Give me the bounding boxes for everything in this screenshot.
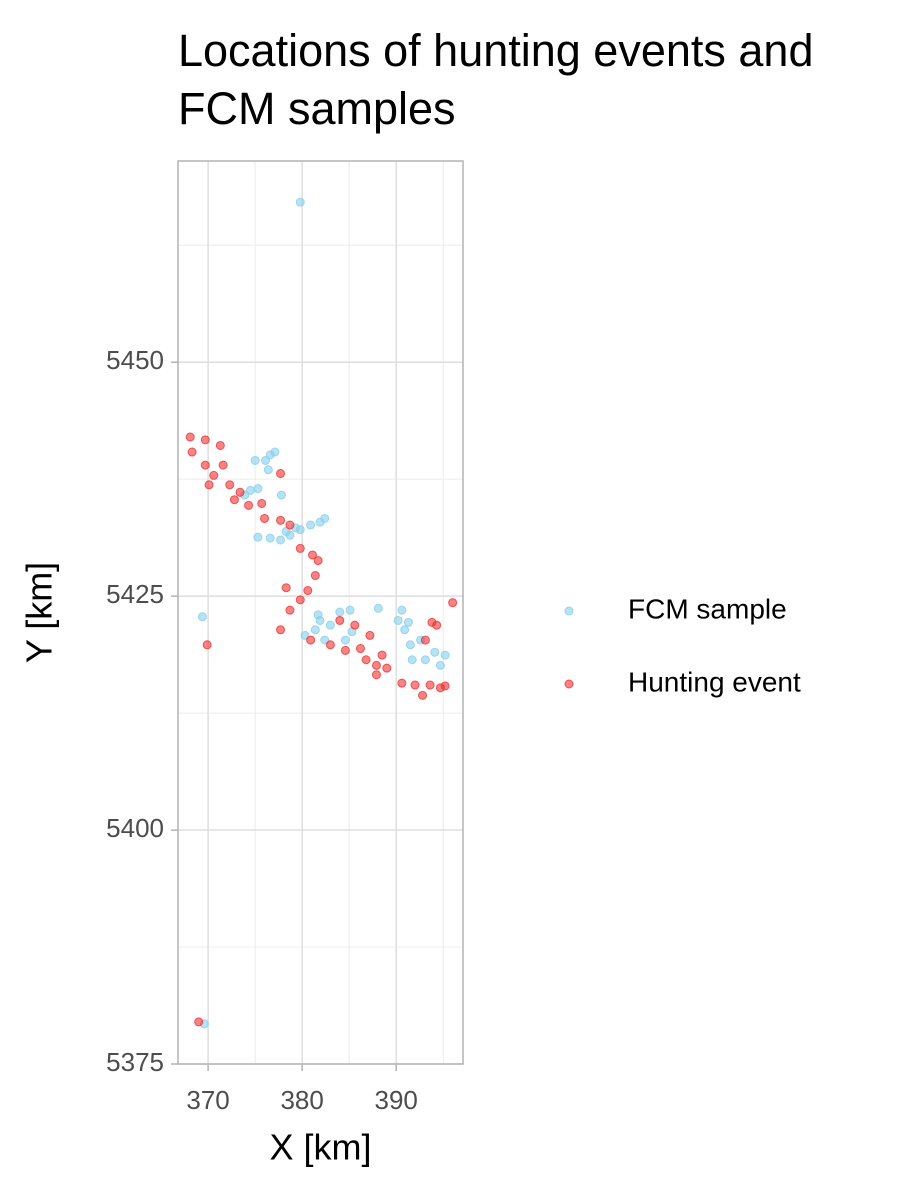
point [313, 556, 323, 566]
point [320, 635, 330, 645]
point [400, 625, 410, 635]
point [425, 680, 435, 690]
point [253, 484, 263, 494]
point [276, 490, 286, 500]
point [377, 650, 387, 660]
point [218, 460, 228, 470]
legend-marker [564, 606, 574, 616]
legend-marker [564, 679, 574, 689]
point [265, 533, 275, 543]
x-axis-title: X [km] [269, 1127, 371, 1168]
y-tick-label: 5425 [106, 579, 164, 609]
point [235, 487, 245, 497]
point [285, 520, 295, 530]
point [281, 527, 291, 537]
point [325, 620, 335, 630]
point [260, 455, 270, 465]
point [325, 640, 335, 650]
point [204, 480, 214, 490]
y-axis-title: Y [km] [19, 562, 60, 663]
point [200, 435, 210, 445]
point [225, 480, 235, 490]
point [270, 447, 280, 457]
point [300, 630, 310, 640]
point [202, 640, 212, 650]
y-tick-label: 5375 [106, 1047, 164, 1077]
point [263, 465, 273, 475]
point [373, 603, 383, 613]
point [440, 681, 450, 691]
point [306, 520, 316, 530]
point [371, 670, 381, 680]
point [244, 500, 254, 510]
point [310, 571, 320, 581]
point [306, 635, 316, 645]
legend-label: Hunting event [628, 666, 801, 697]
point [215, 440, 225, 450]
point [350, 620, 360, 630]
point [260, 513, 270, 523]
point [281, 583, 291, 593]
point [393, 615, 403, 625]
point [361, 655, 371, 665]
point [440, 650, 450, 660]
point [335, 615, 345, 625]
point [295, 595, 305, 605]
point [276, 515, 286, 525]
y-tick-label: 5450 [106, 345, 164, 375]
point [276, 625, 286, 635]
point [345, 605, 355, 615]
chart-title: Locations of hunting events and FCM samp… [178, 25, 814, 134]
point [371, 660, 381, 670]
point [340, 645, 350, 655]
point [185, 432, 195, 442]
point [295, 543, 305, 553]
point [418, 690, 428, 700]
point [197, 612, 207, 622]
point [435, 660, 445, 670]
point [250, 455, 260, 465]
point [285, 605, 295, 615]
point [194, 1017, 204, 1027]
point [310, 625, 320, 635]
point [430, 647, 440, 657]
point [355, 644, 365, 654]
point [295, 197, 305, 207]
point [365, 630, 375, 640]
point [410, 680, 420, 690]
point [448, 598, 458, 608]
point [382, 663, 392, 673]
point [229, 495, 239, 505]
point [320, 513, 330, 523]
point [403, 617, 413, 627]
point [276, 535, 286, 545]
y-tick-label: 5400 [106, 813, 164, 843]
point [420, 655, 430, 665]
point [313, 610, 323, 620]
point [200, 460, 210, 470]
point [187, 447, 197, 457]
point [276, 469, 286, 479]
point [405, 640, 415, 650]
point [257, 498, 267, 508]
point [397, 605, 407, 615]
x-tick-label: 380 [280, 1085, 323, 1115]
point [432, 620, 442, 630]
x-tick-label: 390 [375, 1085, 418, 1115]
legend-label: FCM sample [628, 593, 787, 624]
point [420, 635, 430, 645]
point [340, 635, 350, 645]
point [407, 655, 417, 665]
x-tick-label: 370 [186, 1085, 229, 1115]
panel-border [177, 160, 464, 1065]
point [303, 586, 313, 596]
point [335, 607, 345, 617]
point [308, 550, 318, 560]
point [209, 470, 219, 480]
point [253, 532, 263, 542]
point [397, 678, 407, 688]
